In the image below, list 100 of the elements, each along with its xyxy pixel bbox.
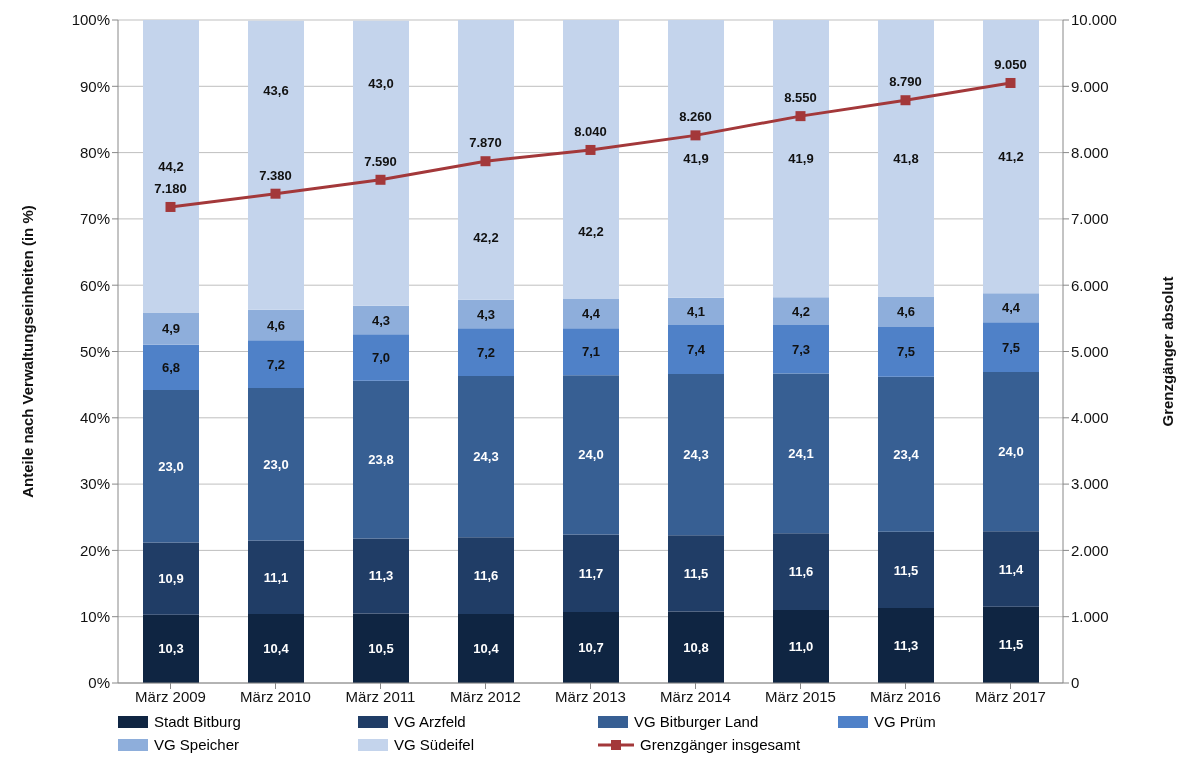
bar	[248, 309, 304, 341]
y2-tick-label: 3.000	[1071, 475, 1109, 493]
bar	[563, 299, 619, 329]
bar	[878, 296, 934, 327]
data-label: 23,8	[368, 452, 394, 468]
bar	[353, 538, 409, 614]
y-tick-label: 0%	[88, 674, 110, 692]
point	[375, 174, 386, 185]
data-label: 43,0	[368, 75, 394, 91]
y-tick-label: 20%	[79, 541, 110, 559]
data-label: 10,4	[473, 641, 500, 657]
point	[1005, 77, 1016, 88]
data-label: 10,8	[683, 639, 709, 655]
data-label: 24,3	[683, 447, 709, 463]
point	[480, 156, 491, 167]
data-label: 11,1	[263, 569, 289, 585]
bar	[458, 537, 514, 615]
data-label: 24,3	[473, 449, 499, 465]
bar	[878, 20, 934, 297]
bar	[248, 540, 304, 615]
legend-label: VG Arzfeld	[394, 713, 466, 730]
bar	[668, 374, 724, 536]
bar	[773, 533, 829, 611]
y-tick-label: 70%	[79, 210, 110, 228]
x-tick-label: März 2015	[765, 687, 836, 705]
data-label: 4,3	[476, 306, 496, 322]
data-label: 10,9	[158, 571, 184, 587]
point	[900, 95, 911, 106]
bar	[143, 542, 199, 615]
data-label: 4,4	[1001, 300, 1021, 316]
y2-tick-label: 6.000	[1071, 276, 1109, 294]
point	[585, 144, 596, 155]
y2-tick-label: 4.000	[1071, 409, 1109, 427]
bar	[983, 372, 1039, 532]
data-label: 8.550	[784, 90, 817, 106]
bar	[353, 305, 409, 335]
data-label: 7.590	[364, 153, 397, 169]
data-label: 41,2	[998, 149, 1024, 165]
data-label: 11,5	[998, 637, 1024, 653]
data-label: 4,3	[371, 312, 391, 328]
y2-tick-label: 10.000	[1071, 11, 1117, 29]
legend-label: VG Speicher	[154, 736, 240, 753]
data-label: 7.180	[154, 180, 187, 196]
data-label: 10,3	[158, 641, 184, 657]
data-label: 10,7	[578, 640, 604, 656]
data-label: 44,2	[158, 158, 184, 174]
y2-tick-label: 5.000	[1071, 342, 1109, 360]
bar	[983, 531, 1039, 607]
bar	[773, 373, 829, 534]
bar	[248, 340, 304, 388]
y-tick-label: 100%	[71, 11, 110, 29]
bar	[458, 328, 514, 377]
data-label: 42,2	[473, 230, 499, 246]
data-label: 8.040	[574, 123, 607, 139]
bar	[878, 326, 934, 377]
data-label: 11,7	[578, 565, 604, 581]
bar	[143, 389, 199, 543]
y-tick-label: 50%	[79, 342, 110, 360]
data-label: 11,3	[893, 638, 919, 654]
data-label: 4,1	[686, 303, 706, 319]
bar	[668, 324, 724, 375]
x-tick-label: März 2013	[555, 687, 626, 705]
data-label: 41,8	[893, 150, 919, 166]
bar	[563, 375, 619, 535]
bar	[668, 611, 724, 683]
bar	[563, 328, 619, 376]
legend-label: VG Bitburger Land	[634, 713, 759, 730]
y-tick-label: 80%	[79, 143, 110, 161]
y2-tick-label: 7.000	[1071, 210, 1109, 228]
data-label: 4,6	[896, 304, 916, 320]
data-label: 24,0	[578, 447, 604, 463]
y2-tick-label: 0	[1071, 674, 1080, 692]
x-tick-label: März 2014	[660, 687, 731, 705]
data-label: 11,5	[893, 562, 919, 578]
bar	[668, 297, 724, 325]
data-label: 8.260	[679, 109, 712, 125]
bar	[353, 380, 409, 539]
bar	[458, 299, 514, 329]
data-label: 4,6	[266, 317, 286, 333]
data-label: 24,0	[998, 444, 1024, 460]
bar	[248, 387, 304, 541]
data-label: 7,0	[371, 350, 391, 366]
data-label: 11,6	[788, 564, 814, 580]
bar	[983, 322, 1039, 373]
data-label: 43,6	[263, 82, 289, 98]
data-label: 41,9	[788, 151, 814, 167]
data-label: 7.380	[259, 167, 292, 183]
data-label: 10,5	[368, 640, 394, 656]
legend-label: VG Südeifel	[394, 736, 475, 753]
bar	[878, 608, 934, 683]
x-tick-label: März 2010	[240, 687, 311, 705]
y-tick-label: 10%	[79, 608, 110, 626]
y-tick-label: 40%	[79, 409, 110, 427]
data-label: 7,2	[476, 344, 496, 360]
y2-tick-label: 9.000	[1071, 77, 1109, 95]
bar	[353, 20, 409, 306]
bar	[773, 20, 829, 298]
data-label: 7,2	[266, 356, 286, 372]
data-label: 7,3	[791, 341, 811, 357]
bar	[143, 312, 199, 345]
